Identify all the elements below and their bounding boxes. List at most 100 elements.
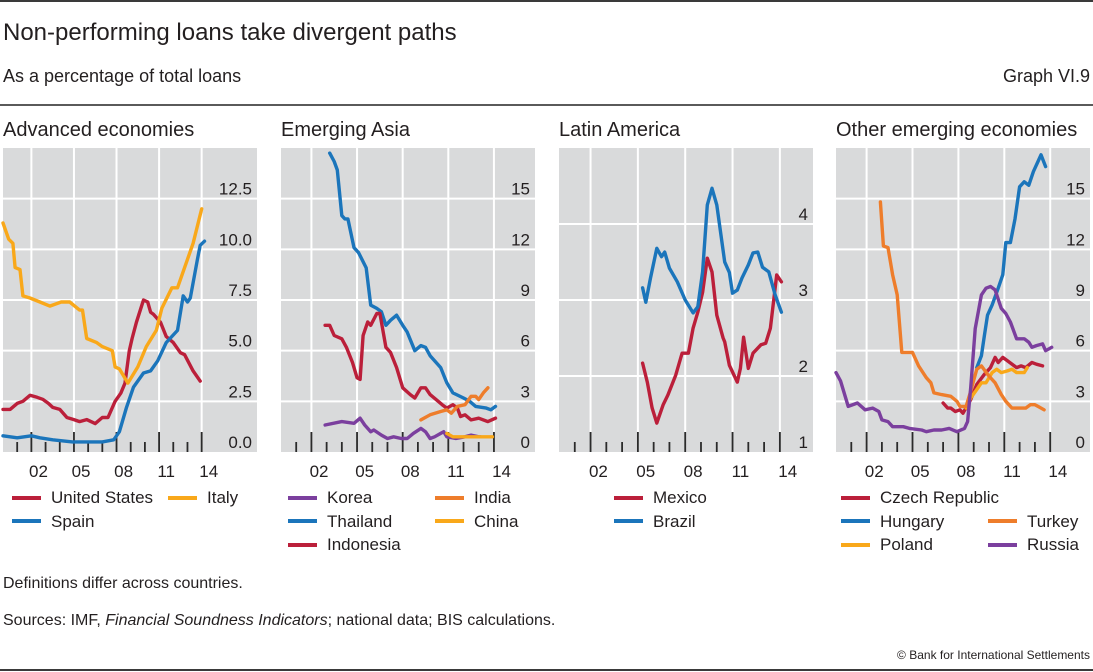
y-tick-label: 2.5 bbox=[228, 382, 252, 401]
y-tick-label: 3 bbox=[799, 281, 808, 300]
x-tick-label: 08 bbox=[957, 462, 976, 481]
y-tick-label: 1 bbox=[799, 433, 808, 452]
x-tick-label: 08 bbox=[114, 462, 133, 481]
legend-label: Hungary bbox=[880, 511, 945, 531]
series-line-poland bbox=[964, 365, 1029, 410]
panel-title: Other emerging economies bbox=[836, 119, 1078, 141]
chart-advanced-economies: 0.0 2.5 5.0 7.5 10.0 12.5 02 05 08 11 14 bbox=[1, 148, 257, 481]
legend-swatch bbox=[614, 495, 643, 500]
legend-item-russia: Russia bbox=[988, 533, 1079, 556]
panel-latin-america: Latin America 1 2 3 4 02 05 08 11 14 Mexico Brazi… bbox=[559, 118, 813, 558]
y-tick-label: 0 bbox=[1076, 433, 1085, 452]
x-tick-label: 02 bbox=[865, 462, 884, 481]
x-tick-label: 05 bbox=[636, 462, 655, 481]
legend: Mexico Brazil bbox=[559, 486, 813, 558]
legend-swatch bbox=[288, 542, 317, 547]
legend-item-italy: Italy bbox=[168, 486, 238, 509]
header-rule bbox=[0, 104, 1093, 106]
legend-swatch bbox=[12, 495, 41, 500]
y-tick-label: 9 bbox=[1076, 281, 1085, 300]
series-line-india bbox=[419, 386, 490, 422]
legend-label: Indonesia bbox=[327, 535, 401, 554]
y-tick-label: 12 bbox=[1066, 230, 1085, 249]
x-tick-label: 05 bbox=[911, 462, 930, 481]
legend-swatch bbox=[435, 519, 464, 523]
series-line-czech-republic bbox=[941, 355, 1045, 415]
legend: United States Italy Spain bbox=[3, 486, 257, 558]
top-rule bbox=[0, 0, 1093, 2]
y-tick-label: 2 bbox=[799, 357, 808, 376]
y-tick-label: 12.5 bbox=[219, 180, 252, 199]
x-tick-label: 14 bbox=[492, 462, 511, 481]
legend-item-mexico: Mexico bbox=[614, 486, 707, 509]
x-tick-label: 11 bbox=[732, 462, 750, 481]
x-tick-label: 08 bbox=[401, 462, 420, 481]
series-line-mexico bbox=[640, 256, 784, 425]
series-line-indonesia bbox=[323, 311, 498, 424]
legend-swatch bbox=[12, 519, 41, 523]
figure-title: Non-performing loans take divergent path… bbox=[3, 19, 457, 46]
bottom-rule bbox=[0, 669, 1093, 671]
legend-label: Czech Republic bbox=[880, 488, 1000, 507]
y-tick-label: 0.0 bbox=[228, 433, 252, 452]
y-tick-label: 3 bbox=[521, 382, 530, 401]
x-tick-label: 14 bbox=[1048, 462, 1067, 481]
y-tick-label: 0 bbox=[521, 433, 530, 452]
y-tick-label: 6 bbox=[1076, 332, 1085, 351]
legend-label: Spain bbox=[51, 511, 95, 531]
graph-id: Graph VI.9 bbox=[1002, 66, 1090, 86]
y-tick-label: 4 bbox=[799, 205, 808, 224]
legend-label: Russia bbox=[1027, 535, 1079, 554]
legend-item-india: India bbox=[435, 486, 511, 509]
sources-publication: Financial Soundness Indicators bbox=[105, 612, 328, 629]
y-tick-label: 10.0 bbox=[219, 230, 252, 249]
legend-item-thailand: Thailand bbox=[288, 510, 392, 533]
chart-emerging-asia: 0 3 6 9 12 15 02 05 08 11 14 bbox=[281, 148, 535, 481]
legend-swatch bbox=[841, 519, 870, 523]
legend-swatch bbox=[288, 519, 317, 523]
legend-label: Mexico bbox=[653, 488, 707, 507]
y-tick-label: 6 bbox=[521, 332, 530, 351]
panel-other-emerging-economies: Other emerging economies 0 3 6 9 12 15 02 05 08 1… bbox=[834, 118, 1090, 558]
legend: Korea Thailand Indonesia India China bbox=[281, 486, 535, 558]
legend-label: Turkey bbox=[1027, 511, 1079, 531]
legend-swatch bbox=[288, 495, 317, 500]
legend-swatch bbox=[614, 519, 643, 523]
y-tick-label: 5.0 bbox=[228, 332, 252, 351]
series-line-hungary bbox=[975, 153, 1048, 370]
series-line-united-states bbox=[1, 298, 202, 426]
y-tick-label: 15 bbox=[511, 180, 530, 199]
legend-label: India bbox=[474, 488, 511, 507]
chart-latin-america: 1 2 3 4 02 05 08 11 14 bbox=[559, 148, 813, 481]
x-tick-label: 02 bbox=[29, 462, 48, 481]
y-tick-label: 7.5 bbox=[228, 281, 252, 300]
copyright: © Bank for International Settlements bbox=[897, 648, 1090, 662]
series-line-korea bbox=[323, 416, 482, 441]
series-line-russia bbox=[834, 284, 1054, 434]
y-tick-label: 12 bbox=[511, 230, 530, 249]
figure-subtitle: As a percentage of total loans bbox=[3, 66, 242, 86]
legend-swatch bbox=[168, 495, 197, 500]
x-tick-label: 02 bbox=[589, 462, 608, 481]
legend-item-china: China bbox=[435, 510, 518, 533]
panel-title: Latin America bbox=[559, 119, 681, 141]
series-line-italy bbox=[1, 207, 204, 385]
legend-label: Thailand bbox=[327, 511, 393, 531]
series-line-thailand bbox=[328, 151, 498, 412]
y-tick-label: 15 bbox=[1066, 180, 1085, 199]
x-tick-label: 08 bbox=[684, 462, 703, 481]
panel-emerging-asia: Emerging Asia 0 3 6 9 12 15 02 05 08 11 14 Korea Th… bbox=[281, 118, 535, 558]
series-line-china bbox=[445, 431, 495, 439]
x-tick-label: 02 bbox=[310, 462, 329, 481]
footnote: Definitions differ across countries. bbox=[3, 575, 243, 592]
legend-label: United States bbox=[51, 488, 154, 507]
legend-swatch bbox=[841, 495, 870, 500]
legend-swatch bbox=[841, 542, 870, 547]
x-tick-label: 11 bbox=[157, 462, 175, 481]
legend-item-hungary: Hungary bbox=[841, 510, 944, 533]
sources-prefix: Sources: IMF, bbox=[3, 612, 106, 629]
x-tick-label: 11 bbox=[1003, 462, 1021, 481]
legend-swatch bbox=[435, 495, 464, 500]
x-tick-label: 14 bbox=[778, 462, 797, 481]
sources-suffix: ; national data; BIS calculations. bbox=[327, 612, 556, 629]
